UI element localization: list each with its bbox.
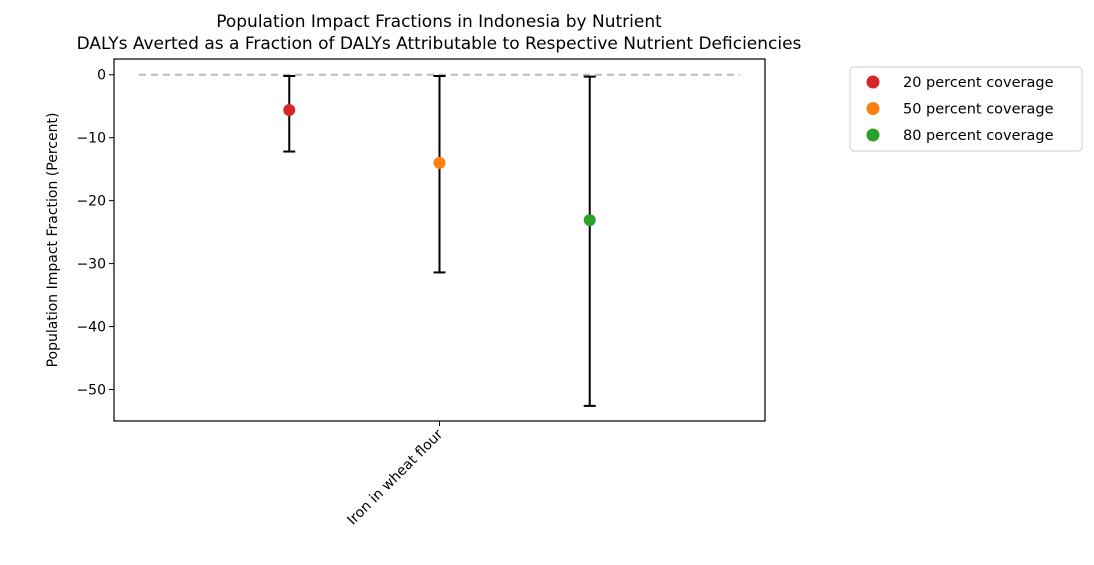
y-tick-label: −50 (76, 383, 106, 399)
y-tick-label: −20 (76, 194, 106, 210)
y-tick-label: −10 (76, 131, 106, 147)
legend-label-3: 80 percent coverage (903, 128, 1054, 144)
plot-area (139, 73, 740, 407)
chart-subtitle: DALYs Averted as a Fraction of DALYs Att… (77, 34, 802, 54)
chart-title: Population Impact Fractions in Indonesia… (216, 12, 662, 32)
legend-label-2: 50 percent coverage (903, 102, 1054, 118)
y-tick-label: −40 (76, 320, 106, 336)
legend-marker-2 (866, 102, 880, 115)
y-tick-label: −30 (76, 257, 106, 273)
y-tick-label: 0 (97, 68, 106, 84)
legend-box (849, 66, 1083, 152)
y-axis-label: Population Impact Fraction (Percent) (45, 113, 61, 368)
legend-marker-1 (866, 75, 880, 89)
point-1 (283, 103, 296, 116)
legend-marker-3 (866, 128, 880, 142)
point-2 (433, 156, 446, 169)
x-tick-label: Iron in wheat flour (344, 426, 446, 528)
legend-label-1: 20 percent coverage (903, 75, 1054, 91)
legend: 20 percent coverage 50 percent coverage 80… (849, 66, 1083, 152)
point-3 (583, 214, 596, 227)
